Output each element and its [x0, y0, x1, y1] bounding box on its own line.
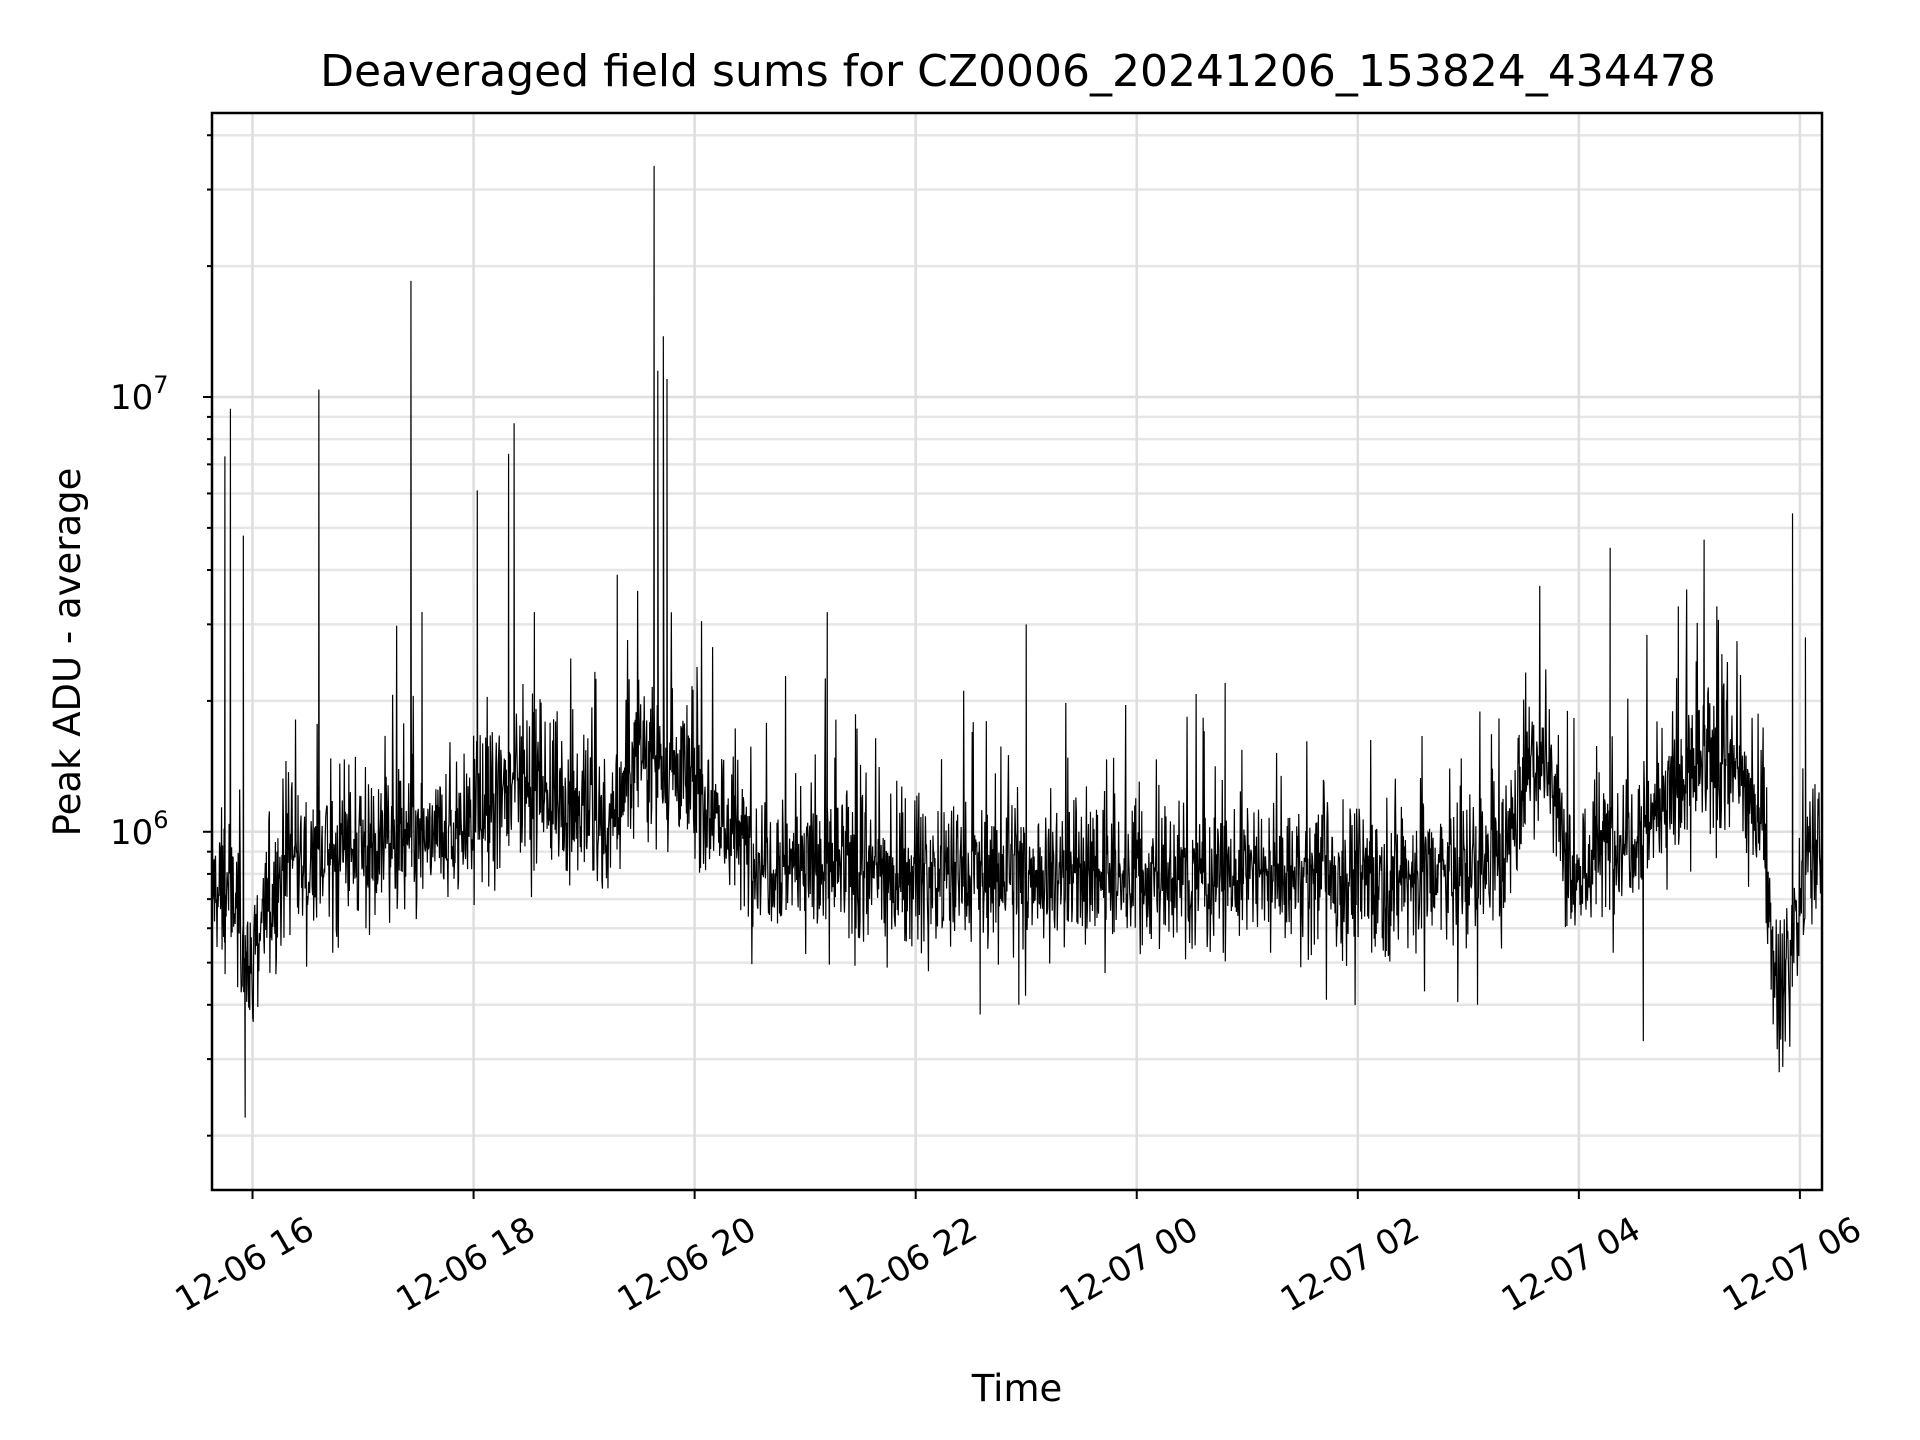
axes-frame [210, 111, 1824, 1192]
y-tick-label: 107 [110, 371, 169, 418]
y-axis-label: Peak ADU - average [46, 468, 89, 837]
chart-title: Deaveraged field sums for CZ0006_2024120… [320, 46, 1716, 97]
x-axis-label: Time [971, 1367, 1063, 1410]
plot-area [212, 165, 1822, 1118]
y-axis: 106 107 [110, 134, 212, 1137]
grid [212, 113, 1822, 1190]
y-tick-label: 106 [110, 806, 169, 853]
series-line [212, 165, 1822, 1118]
